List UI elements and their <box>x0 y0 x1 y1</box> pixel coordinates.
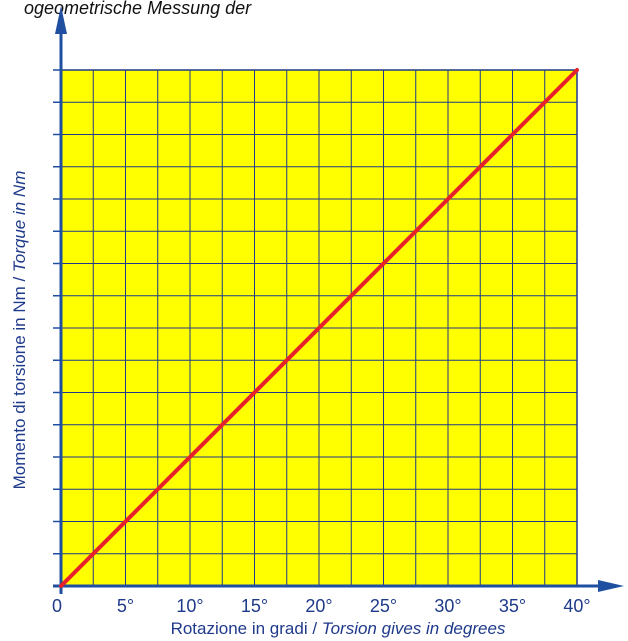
series-line <box>59 68 579 588</box>
x-axis-label-main: Rotazione in gradi / <box>171 619 322 638</box>
y-axis-label: Momento di torsione in Nm / Torque in Nm <box>10 171 29 490</box>
header-fragment: ogeometrische Messung der <box>24 0 252 18</box>
series-layer <box>59 68 579 588</box>
x-axis-label-italic: Torsion gives in degrees <box>322 619 506 638</box>
x-tick-label: 35° <box>499 596 526 616</box>
x-tick-label: 10° <box>176 596 203 616</box>
axes <box>53 6 624 594</box>
y-axis-arrow <box>55 6 67 34</box>
grid <box>60 69 578 587</box>
x-tick-label: 30° <box>434 596 461 616</box>
x-tick-label: 15° <box>241 596 268 616</box>
x-tick-label: 25° <box>370 596 397 616</box>
y-axis-label-main: Momento di torsione in Nm / <box>10 272 29 489</box>
x-axis-label: Rotazione in gradi / Torsion gives in de… <box>171 619 506 638</box>
x-tick-label: 20° <box>305 596 332 616</box>
x-tick-label: 40° <box>563 596 590 616</box>
x-tick-label: 5° <box>117 596 134 616</box>
x-axis-arrow <box>598 580 624 592</box>
x-tick-labels: 0 5° 10° 15° 20° 25° 30° 35° 40° <box>52 596 591 616</box>
y-axis-label-italic: Torque in Nm <box>10 171 29 272</box>
x-tick-label: 0 <box>52 596 62 616</box>
